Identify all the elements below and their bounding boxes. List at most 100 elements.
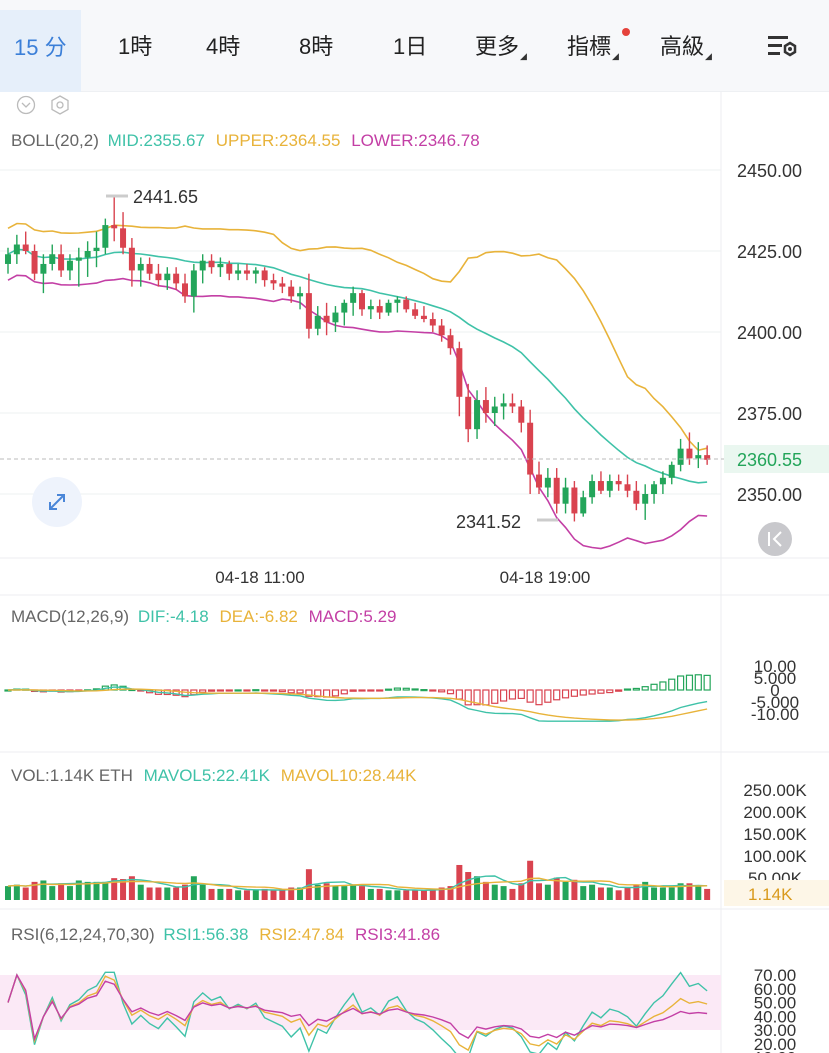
chart-settings-icon[interactable] (766, 33, 800, 61)
volume-bar (128, 876, 135, 900)
candle (518, 400, 525, 433)
macd-bar (597, 689, 605, 694)
rsi-chart (7, 971, 708, 1053)
candle (182, 273, 188, 303)
volume-bar (571, 879, 578, 900)
dropdown-arrow-icon: ◢ (520, 51, 527, 61)
macd-bar (500, 689, 508, 702)
volume-bar (624, 887, 631, 900)
macd-bar (464, 689, 472, 706)
macd-bar (544, 689, 552, 703)
candle (394, 296, 401, 313)
candle (49, 244, 56, 271)
candle-body (474, 400, 481, 430)
y-tick-label: -10.00 (751, 705, 799, 724)
candle-body (323, 315, 330, 323)
candle (146, 257, 153, 281)
macd-bar (402, 687, 410, 691)
volume-bar (235, 890, 242, 900)
volume-bar (173, 887, 180, 900)
candle (412, 302, 419, 320)
macd-bar (526, 689, 534, 703)
volume-bar (350, 884, 357, 900)
tab-1h[interactable]: 1時 (118, 34, 153, 59)
macd-dif: DIF:-4.18 (138, 607, 209, 626)
y-tick-label: 30.00 (754, 1021, 797, 1040)
macd-bar (225, 689, 233, 692)
candle (137, 257, 144, 287)
candle (84, 241, 91, 277)
tab-4h[interactable]: 4時 (206, 34, 241, 59)
y-tick-label: 200.00K (743, 803, 807, 822)
candle (173, 267, 180, 290)
expand-icon[interactable] (32, 477, 82, 527)
candle (297, 286, 304, 310)
y-tick-label: 2375.00 (737, 404, 802, 424)
tab-more[interactable]: 更多◢ (475, 30, 527, 64)
macd-bar (420, 689, 428, 692)
settings-icon[interactable] (51, 95, 69, 115)
y-tick-label: 60.00 (754, 980, 797, 999)
volume-bar (252, 890, 259, 900)
candle (120, 212, 127, 255)
candle-body (500, 403, 507, 407)
candle (482, 387, 489, 423)
candle (22, 231, 29, 255)
volume-bar (146, 887, 153, 900)
collapse-icon[interactable] (16, 95, 36, 115)
tab-advanced[interactable]: 高級◢ (660, 30, 712, 64)
macd-bar (261, 689, 269, 692)
candle-body (553, 477, 560, 504)
volume-bar (270, 890, 277, 900)
volume-bar (376, 888, 383, 900)
rsi-band (0, 975, 721, 1030)
tab-more-label: 更多 (475, 34, 520, 59)
go-to-latest-icon[interactable] (758, 522, 792, 556)
candle (102, 218, 109, 255)
candle-body (93, 247, 100, 251)
macd-bar (553, 689, 561, 701)
y-tick-label: 150.00K (743, 825, 807, 844)
candle-body (314, 315, 321, 329)
candle (429, 312, 436, 332)
candle (40, 254, 47, 294)
macd-bar (278, 689, 286, 693)
boll-legend: BOLL(20,2) MID:2355.67 UPPER:2364.55 LOW… (11, 131, 480, 150)
tab-15m[interactable]: 15 分 (0, 10, 81, 92)
candle-body (235, 270, 242, 274)
candle (376, 299, 383, 320)
y-tick-label: 2350.00 (737, 485, 802, 505)
tab-indicators[interactable]: 指標◢ (567, 30, 619, 64)
timeframe-tabs: 15 分 1時 4時 8時 1日 更多◢ 指標◢ 高級◢ (0, 0, 829, 92)
y-tick-label: 250.00K (743, 781, 807, 800)
volume-bar (597, 887, 604, 900)
candle-body (367, 306, 374, 310)
candle-body (58, 254, 65, 271)
volume-bar (367, 888, 374, 900)
volume-bar (518, 883, 525, 900)
macd-value: MACD:5.29 (309, 607, 397, 626)
candle (597, 471, 604, 494)
candle (589, 474, 596, 504)
tab-1d[interactable]: 1日 (393, 34, 428, 59)
volume-bar (102, 881, 109, 900)
volume-bar (226, 888, 233, 900)
candle (420, 306, 427, 323)
candle-body (465, 396, 472, 430)
candle-body (385, 302, 392, 313)
macd-bar (269, 689, 278, 692)
macd-bar (632, 687, 640, 691)
last-price-label: 2360.55 (737, 450, 802, 470)
volume-bar (297, 887, 304, 900)
chart-area[interactable]: BOLL(20,2) MID:2355.67 UPPER:2364.55 LOW… (0, 92, 829, 1053)
candle-body (412, 309, 419, 316)
macd-dea: DEA:-6.82 (219, 607, 297, 626)
candle-body (146, 263, 153, 274)
volume-bar (500, 886, 507, 900)
candle-body (182, 283, 188, 297)
candle (527, 409, 534, 494)
candle-body (536, 474, 542, 488)
candle (252, 267, 259, 284)
last-volume-label: 1.14K (748, 885, 793, 904)
tab-8h[interactable]: 8時 (299, 34, 334, 59)
